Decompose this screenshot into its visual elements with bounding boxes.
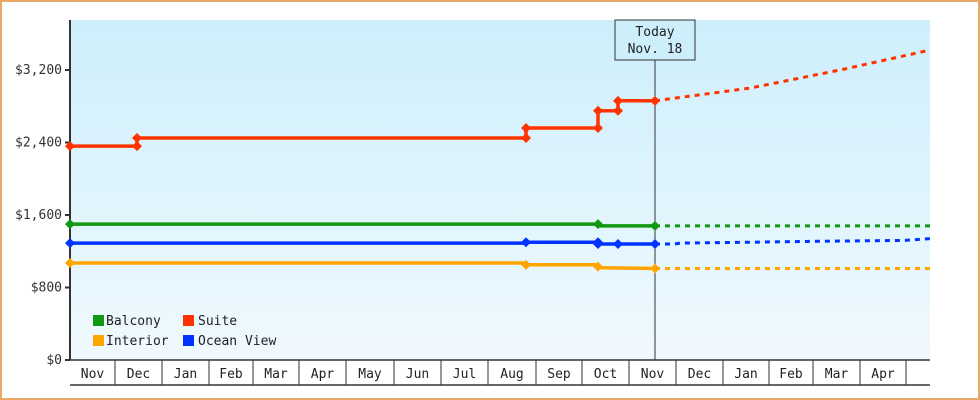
data-point-marker[interactable] [593,261,603,272]
data-point-marker[interactable] [65,219,75,230]
legend-item-balcony[interactable]: Balcony [93,314,161,329]
series-layer [65,48,931,274]
x-month-label: Sep [547,367,571,382]
legend-item-interior[interactable]: Interior [93,334,169,349]
data-point-marker[interactable] [521,237,531,248]
today-label: Today [635,25,674,40]
y-tick-label: $0 [46,353,62,368]
x-month-label: Mar [825,367,849,382]
data-point-marker[interactable] [593,105,603,116]
ocean-view-swatch [183,335,194,346]
data-point-marker[interactable] [521,123,531,133]
x-month-label: Mar [264,367,288,382]
data-point-marker[interactable] [65,258,75,269]
data-point-marker[interactable] [613,105,623,116]
data-point-marker[interactable] [65,141,75,152]
x-month-label: Jan [174,367,197,382]
projection-line [655,237,931,246]
today-date: Nov. 18 [628,42,683,57]
interior-swatch [93,335,104,346]
legend: Balcony Suite Interior Ocean View [93,314,276,349]
history-line [70,261,656,271]
x-month-label: Feb [779,367,803,382]
data-point-marker[interactable] [132,132,142,143]
balcony-swatch [93,315,104,326]
legend-label-interior: Interior [106,334,169,349]
x-month-label: Nov [641,367,665,382]
x-month-label: Jun [406,367,429,382]
legend-item-ocean-view[interactable]: Ocean View [183,334,276,349]
x-month-label: Dec [127,367,150,382]
data-point-marker[interactable] [65,238,75,249]
x-month-label: Jul [453,367,476,382]
legend-label-ocean-view: Ocean View [198,334,276,349]
y-tick-label: $800 [31,281,62,296]
x-month-label: Dec [688,367,711,382]
history-line [70,240,655,246]
data-point-marker[interactable] [650,220,660,231]
projection-line [654,48,931,103]
x-month-label: Oct [594,367,617,382]
y-tick-label: $3,200 [15,63,62,78]
data-point-marker[interactable] [650,95,660,106]
x-month-label: May [358,367,382,382]
series-ocean-view [65,237,931,249]
data-point-marker[interactable] [593,219,603,230]
suite-swatch [183,315,194,326]
x-month-label: Apr [871,367,895,382]
x-month-label: Aug [500,367,523,382]
series-suite [65,48,931,152]
x-month-label: Jan [734,367,757,382]
data-point-marker[interactable] [593,239,603,249]
series-interior [65,258,930,274]
y-tick-label: $2,400 [15,136,62,151]
series-balcony [65,219,930,231]
data-point-marker[interactable] [521,259,531,270]
data-point-marker[interactable] [132,141,142,152]
x-month-label: Nov [81,367,105,382]
legend-item-suite[interactable]: Suite [183,314,237,329]
x-month-label: Feb [219,367,243,382]
legend-label-balcony: Balcony [106,314,161,329]
data-point-marker[interactable] [613,95,623,106]
x-month-label: Apr [311,367,335,382]
data-point-marker[interactable] [593,123,603,133]
data-point-marker[interactable] [613,239,623,249]
history-line [70,222,655,228]
data-point-marker[interactable] [521,132,531,143]
today-label-box [614,19,696,61]
data-point-marker[interactable] [650,239,660,249]
plot-area [70,20,930,360]
today-marker: Today Nov. 18 [614,19,696,360]
data-point-marker[interactable] [650,263,660,274]
legend-label-suite: Suite [198,314,237,329]
x-axis: Nov Dec Jan Feb Mar Apr May Jun Jul Aug Sep Oct Nov D… [70,359,930,386]
y-axis: $0 $800 $1,600 $2,400 $3,200 [15,20,71,368]
y-tick-label: $1,600 [15,208,62,223]
